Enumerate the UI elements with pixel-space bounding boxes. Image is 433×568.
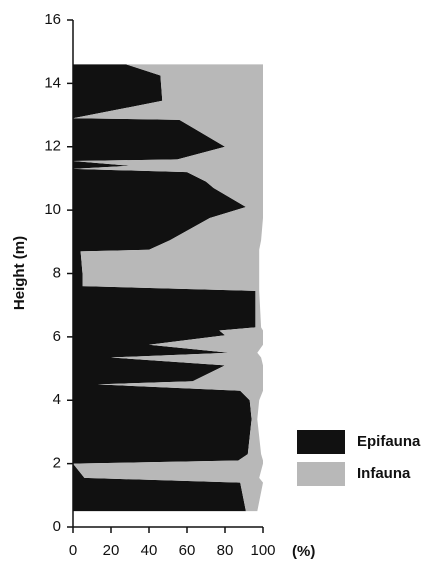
x-tick-label: 80 <box>217 542 234 559</box>
x-tick-label: 0 <box>69 542 77 559</box>
legend-swatch <box>297 462 345 486</box>
legend-label: Epifauna <box>357 433 421 450</box>
y-tick-label: 8 <box>53 264 61 281</box>
y-tick-label: 0 <box>53 518 61 535</box>
y-axis-label: Height (m) <box>11 236 28 310</box>
x-axis-label: (%) <box>292 543 315 560</box>
x-tick-label: 20 <box>103 542 120 559</box>
y-tick-label: 4 <box>53 391 61 408</box>
legend-label: Infauna <box>357 465 411 482</box>
y-tick-label: 2 <box>53 455 61 472</box>
y-tick-label: 14 <box>44 74 61 91</box>
x-tick-label: 100 <box>250 542 275 559</box>
y-tick-label: 16 <box>44 11 61 28</box>
area <box>73 64 263 512</box>
x-tick-label: 40 <box>141 542 158 559</box>
x-tick-label: 60 <box>179 542 196 559</box>
y-tick-label: 6 <box>53 328 61 345</box>
y-tick-label: 10 <box>44 201 61 218</box>
legend-swatch <box>297 430 345 454</box>
area <box>73 64 256 512</box>
y-tick-label: 12 <box>44 138 61 155</box>
